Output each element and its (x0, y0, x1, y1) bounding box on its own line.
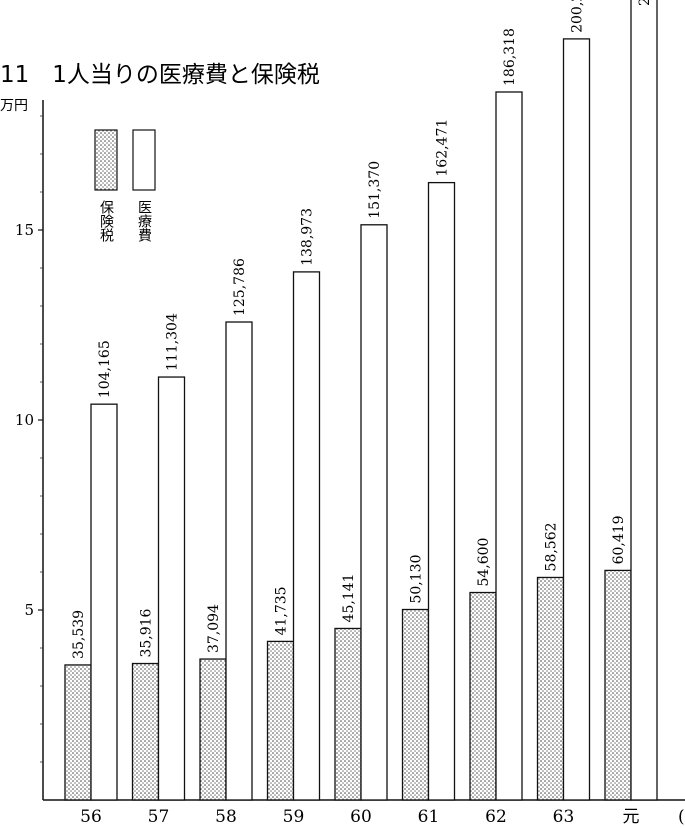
value-label-hokenzei-60: 45,141 (341, 573, 357, 622)
bar-hokenzei-56 (64, 664, 92, 801)
bar-iryohi-56 (90, 403, 118, 801)
legend-label-hokenzei: 保険税 (98, 200, 114, 243)
y-tick-label-15: 15 (15, 221, 34, 239)
legend-swatch-hokenzei (94, 129, 118, 191)
value-label-iryohi-元: 211,837 (637, 0, 653, 6)
value-label-iryohi-59: 138,973 (300, 208, 316, 266)
value-label-iryohi-57: 111,304 (165, 313, 181, 371)
bar-iryohi-59 (292, 271, 321, 801)
value-label-hokenzei-63: 58,562 (544, 522, 560, 571)
x-tick-label-57: 57 (148, 807, 170, 827)
value-label-hokenzei-62: 54,600 (476, 538, 492, 587)
x-tick-label-60: 60 (350, 807, 372, 827)
y-ticks: 5 10 15 (15, 221, 43, 619)
value-label-iryohi-56: 104,165 (97, 340, 113, 398)
bar-hokenzei-62 (469, 591, 497, 801)
x-tick-label-61: 61 (418, 807, 440, 827)
bar-hokenzei-63 (536, 576, 565, 801)
y-tick-label-10: 10 (15, 411, 34, 429)
value-label-iryohi-61: 162,471 (435, 119, 451, 177)
x-tick-label-56: 56 (80, 807, 102, 827)
bar-hokenzei-58 (199, 658, 227, 801)
value-label-hokenzei-59: 41,735 (274, 586, 290, 635)
value-label-iryohi-58: 125,786 (232, 258, 248, 316)
legend: 保険税 医療費 (94, 129, 156, 243)
bar-iryohi-58 (225, 321, 253, 801)
bar-hokenzei-59 (266, 640, 295, 801)
bar-iryohi-57 (157, 376, 186, 801)
bar-hokenzei-57 (131, 662, 160, 801)
truncated-x-label: ( (678, 807, 685, 827)
y-axis-unit: 万円 (0, 98, 28, 114)
value-label-iryohi-63: 200,290 (570, 0, 586, 33)
value-label-iryohi-60: 151,370 (367, 161, 383, 219)
legend-label-iryohi: 医療費 (136, 200, 152, 242)
y-minor-ticks (40, 115, 43, 763)
x-tick-label-59: 59 (283, 807, 305, 827)
chart-title: 11 1人当りの医療費と保険税 (0, 62, 320, 88)
x-tick-label-63: 63 (553, 807, 575, 827)
bar-hokenzei-元 (604, 569, 632, 801)
bars-group: 35,539 104,165 35,916 111,304 37,094 125,786 4… (64, 0, 658, 801)
value-label-hokenzei-元: 60,419 (611, 515, 627, 564)
bar-iryohi-61 (427, 181, 456, 801)
value-label-hokenzei-58: 37,094 (206, 604, 222, 653)
y-tick-label-5: 5 (24, 601, 34, 619)
x-tick-label-62: 62 (485, 807, 507, 827)
x-tick-label-元: 元 (623, 807, 640, 827)
value-label-hokenzei-61: 50,130 (409, 555, 425, 604)
bar-hokenzei-60 (334, 627, 362, 801)
bar-hokenzei-61 (401, 608, 430, 801)
bar-iryohi-60 (360, 224, 388, 801)
x-tick-label-58: 58 (215, 807, 237, 827)
value-label-iryohi-62: 186,318 (502, 28, 518, 86)
bar-iryohi-62 (495, 91, 523, 801)
value-label-hokenzei-57: 35,916 (139, 608, 155, 657)
legend-swatch-iryohi (132, 129, 156, 191)
value-label-hokenzei-56: 35,539 (71, 610, 87, 659)
category-labels: 56 57 58 59 60 61 62 63 元 (80, 807, 639, 827)
bar-iryohi-元 (630, 0, 658, 801)
bar-iryohi-63 (562, 38, 591, 801)
